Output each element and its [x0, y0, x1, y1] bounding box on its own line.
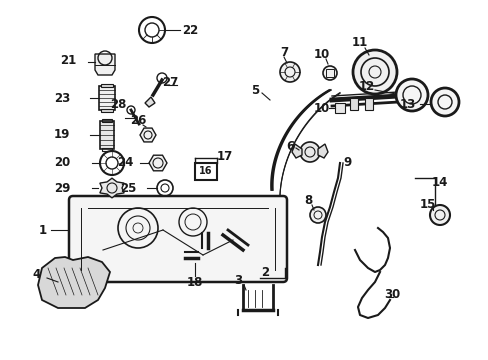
Polygon shape: [317, 144, 327, 158]
Text: 24: 24: [117, 157, 133, 170]
Circle shape: [309, 207, 325, 223]
Text: 3: 3: [233, 274, 242, 287]
Text: 6: 6: [285, 139, 293, 153]
Bar: [334, 103, 345, 113]
Text: 10: 10: [313, 48, 329, 60]
Text: 20: 20: [54, 157, 70, 170]
Text: 5: 5: [250, 84, 259, 96]
Text: 7: 7: [279, 45, 287, 58]
Polygon shape: [140, 128, 156, 142]
Text: 4: 4: [33, 269, 41, 282]
Bar: [364, 98, 372, 110]
Polygon shape: [100, 178, 124, 198]
Circle shape: [323, 66, 336, 80]
Text: 26: 26: [129, 114, 146, 127]
Circle shape: [395, 79, 427, 111]
Text: 22: 22: [182, 23, 198, 36]
Text: 27: 27: [162, 76, 178, 89]
Text: 1: 1: [39, 224, 47, 237]
Text: 12: 12: [358, 81, 374, 94]
FancyBboxPatch shape: [69, 196, 286, 282]
Circle shape: [280, 62, 299, 82]
Text: 21: 21: [60, 54, 76, 67]
Circle shape: [430, 88, 458, 116]
Polygon shape: [145, 97, 155, 107]
Polygon shape: [149, 155, 167, 171]
Text: 8: 8: [303, 194, 311, 207]
Text: 9: 9: [343, 157, 351, 170]
Text: 17: 17: [217, 149, 233, 162]
Bar: [349, 98, 357, 110]
Polygon shape: [95, 54, 115, 75]
Bar: [195, 163, 217, 180]
Bar: [102, 119, 112, 122]
Polygon shape: [38, 257, 110, 308]
Bar: [101, 84, 113, 87]
Text: 13: 13: [399, 98, 415, 111]
Text: 10: 10: [313, 102, 329, 114]
Text: 25: 25: [120, 181, 136, 194]
Text: 29: 29: [54, 181, 70, 194]
Text: 23: 23: [54, 91, 70, 104]
Text: 11: 11: [351, 36, 367, 49]
Text: 19: 19: [54, 129, 70, 141]
Bar: [100, 121, 114, 149]
Circle shape: [352, 50, 396, 94]
Text: 30: 30: [383, 288, 399, 302]
Bar: [101, 109, 113, 112]
Circle shape: [299, 142, 319, 162]
Text: 18: 18: [186, 276, 203, 289]
Bar: [102, 148, 112, 151]
Text: 15: 15: [419, 198, 435, 211]
Text: 28: 28: [110, 99, 126, 112]
Bar: [325, 69, 333, 77]
Text: 2: 2: [261, 266, 268, 279]
Bar: [99, 86, 115, 110]
Circle shape: [429, 205, 449, 225]
Text: 16: 16: [199, 166, 212, 176]
Text: 14: 14: [431, 176, 447, 189]
Polygon shape: [291, 144, 302, 158]
